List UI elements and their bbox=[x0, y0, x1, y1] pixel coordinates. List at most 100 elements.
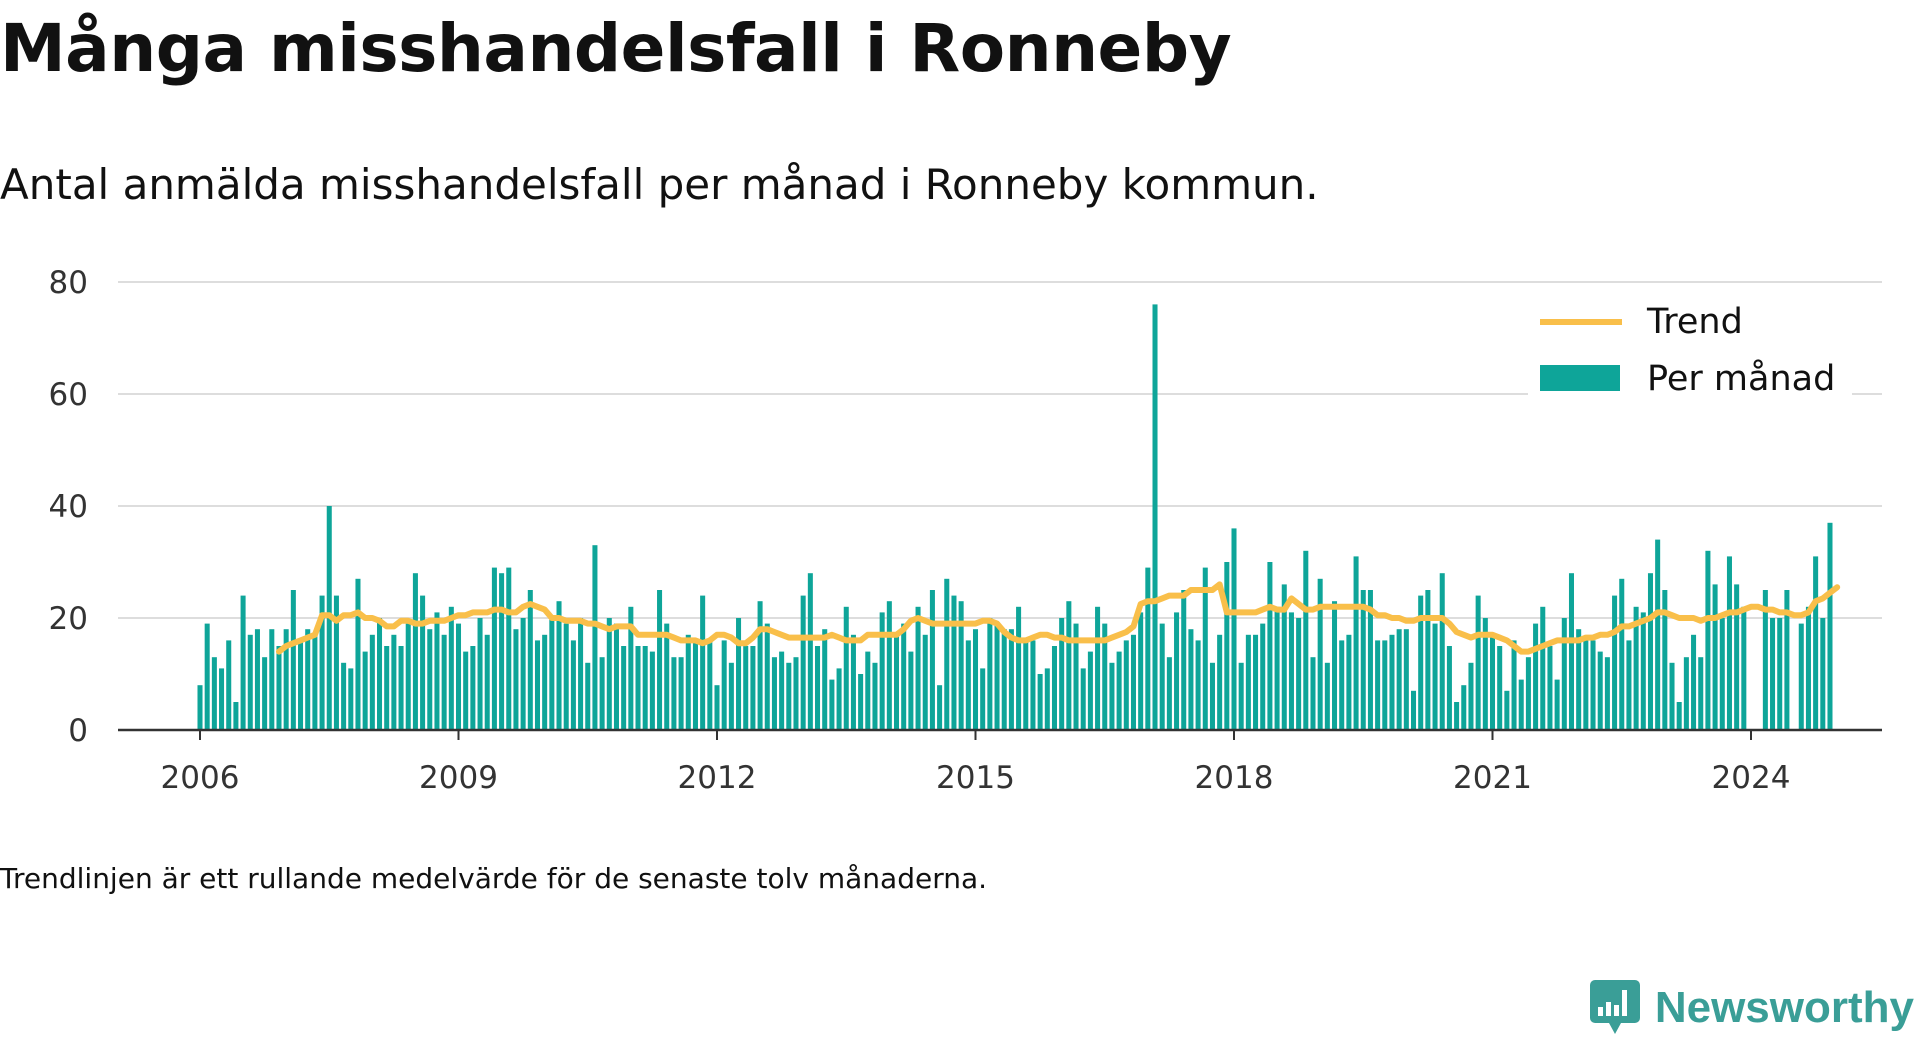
bar bbox=[420, 595, 426, 730]
bar bbox=[1066, 601, 1072, 730]
bar bbox=[398, 646, 404, 730]
bar bbox=[1805, 606, 1811, 730]
bar bbox=[1411, 690, 1417, 730]
y-tick-label: 60 bbox=[49, 377, 88, 413]
bar bbox=[1217, 634, 1223, 730]
bar bbox=[685, 634, 691, 730]
bar bbox=[743, 646, 749, 730]
footnote: Trendlinjen är ett rullande medelvärde f… bbox=[0, 862, 988, 895]
bar bbox=[678, 657, 684, 730]
bar bbox=[1130, 634, 1136, 730]
bar bbox=[1662, 590, 1668, 730]
bar bbox=[1353, 556, 1359, 730]
bar bbox=[1597, 651, 1603, 730]
bar bbox=[247, 634, 253, 730]
bar bbox=[965, 640, 971, 730]
bar bbox=[470, 646, 476, 730]
x-tick-label: 2018 bbox=[1195, 760, 1274, 796]
bar bbox=[1568, 573, 1574, 730]
bar bbox=[283, 629, 289, 730]
bar bbox=[506, 567, 512, 730]
bar bbox=[1619, 578, 1625, 730]
bar bbox=[692, 640, 698, 730]
bar bbox=[836, 668, 842, 730]
newsworthy-logo-icon bbox=[1589, 980, 1640, 1034]
bar bbox=[951, 595, 957, 730]
bar bbox=[1109, 662, 1115, 730]
bar bbox=[1525, 657, 1531, 730]
bar bbox=[1166, 657, 1172, 730]
y-tick-label: 80 bbox=[49, 270, 88, 301]
bar bbox=[642, 646, 648, 730]
bar bbox=[1683, 657, 1689, 730]
bar bbox=[972, 629, 979, 730]
bar bbox=[635, 646, 641, 730]
bar bbox=[1159, 623, 1165, 730]
brand-logo: Newsworthy bbox=[1589, 978, 1914, 1038]
bar bbox=[1152, 304, 1158, 730]
bar bbox=[1274, 606, 1280, 730]
bar bbox=[1023, 640, 1029, 730]
bar bbox=[1497, 646, 1503, 730]
trend-series bbox=[275, 581, 1841, 655]
chart: 0 20 40 60 80 2006 2009 2012 2015 2018 2021 2024 Tr… bbox=[49, 270, 1882, 796]
bar bbox=[1389, 634, 1395, 730]
bar bbox=[1590, 640, 1596, 730]
bar bbox=[520, 618, 526, 730]
legend-box bbox=[1528, 298, 1852, 416]
bar bbox=[929, 590, 935, 730]
bar bbox=[1382, 640, 1388, 730]
bar bbox=[764, 623, 770, 730]
bar bbox=[240, 595, 246, 730]
bar bbox=[211, 657, 217, 730]
bar bbox=[477, 618, 483, 730]
bar bbox=[549, 618, 555, 730]
chart-subtitle: Antal anmälda misshandelsfall per månad … bbox=[0, 160, 1319, 209]
bar bbox=[1245, 634, 1251, 730]
bar bbox=[1777, 618, 1783, 730]
bar bbox=[1346, 634, 1352, 730]
bar bbox=[944, 578, 950, 730]
x-tick-label: 2012 bbox=[678, 760, 757, 796]
bar bbox=[987, 618, 993, 730]
bar bbox=[455, 623, 462, 730]
bar bbox=[1770, 618, 1776, 730]
bar bbox=[1324, 662, 1330, 730]
bar bbox=[1511, 640, 1517, 730]
bar bbox=[1676, 702, 1682, 730]
bar bbox=[441, 634, 447, 730]
legend-swatch-bars bbox=[1540, 365, 1620, 391]
brand-name: Newsworthy bbox=[1654, 983, 1914, 1032]
bar bbox=[276, 646, 282, 730]
bar bbox=[628, 606, 634, 730]
bar bbox=[1116, 651, 1122, 730]
bar bbox=[894, 634, 900, 730]
bar bbox=[1281, 584, 1287, 730]
y-tick-label: 0 bbox=[68, 713, 88, 749]
bar bbox=[1288, 612, 1294, 730]
bar bbox=[1188, 629, 1194, 730]
bar bbox=[1418, 595, 1424, 730]
bar bbox=[384, 646, 390, 730]
bar bbox=[254, 629, 260, 730]
bar bbox=[1073, 623, 1079, 730]
bar bbox=[1626, 640, 1632, 730]
bar bbox=[1174, 612, 1180, 730]
bar bbox=[1231, 528, 1237, 730]
bar bbox=[994, 623, 1000, 730]
bar bbox=[728, 662, 734, 730]
bar bbox=[1224, 562, 1230, 730]
bar bbox=[233, 702, 239, 730]
bar bbox=[1719, 618, 1725, 730]
bar bbox=[1102, 623, 1108, 730]
bar bbox=[290, 590, 296, 730]
bar bbox=[1762, 590, 1768, 730]
bar bbox=[391, 634, 397, 730]
bar bbox=[269, 629, 275, 730]
chart-title: Många misshandelsfall i Ronneby bbox=[0, 10, 1232, 87]
bar bbox=[1547, 646, 1553, 730]
bar bbox=[578, 618, 584, 730]
bar bbox=[1561, 618, 1567, 730]
bar bbox=[412, 573, 418, 730]
bar bbox=[1691, 634, 1697, 730]
